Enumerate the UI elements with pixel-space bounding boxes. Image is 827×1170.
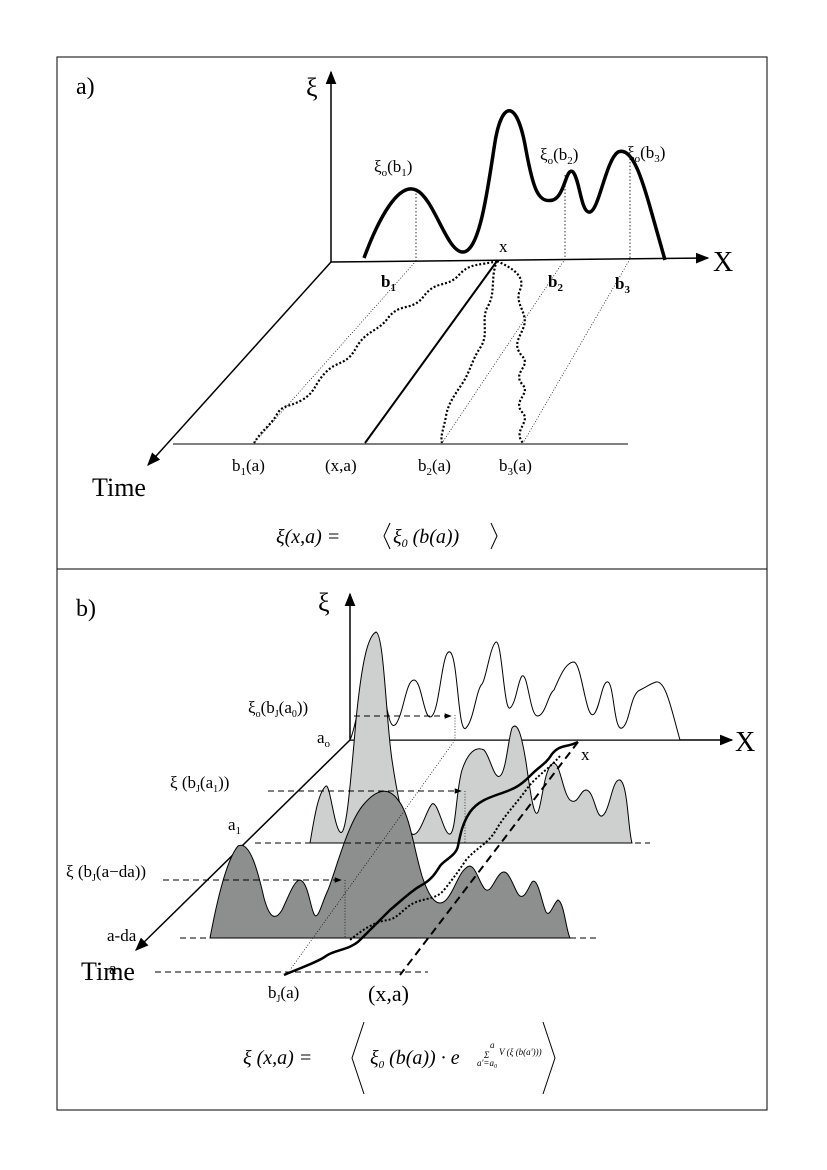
panel-b-point-x: x bbox=[581, 745, 590, 764]
panel-a-peak-label-b1: ξo(b1) bbox=[374, 157, 412, 179]
panel-b-label-xi-ada: ξ (bJ(a−da)) bbox=[66, 862, 146, 884]
panel-b-bottom-bja: bJ(a) bbox=[268, 983, 299, 1005]
panel-b-row-a1: a1 bbox=[228, 815, 241, 837]
panel-b-random-path-solid bbox=[283, 740, 579, 977]
panel-a-initial-profile bbox=[362, 109, 667, 261]
svg-text:ξ0 (b(a)): ξ0 (b(a)) bbox=[393, 526, 460, 550]
panel-a-equation: ξ(x,a) = ξ0 (b(a)) bbox=[276, 522, 498, 550]
panel-b-time-axis-label: Time bbox=[81, 957, 135, 986]
svg-text:ξ0 (b(a)) · e: ξ0 (b(a)) · e bbox=[370, 1047, 460, 1071]
panel-b-label-xi-a0: ξo(bJ(a0)) bbox=[248, 698, 308, 720]
panel-a-time-axis bbox=[147, 261, 332, 467]
panel-b-time-axis bbox=[135, 739, 351, 951]
panel-b-profile-a1 bbox=[309, 631, 633, 844]
panel-b: b) ξ X Time ξo(bJ(a0)) ξ bbox=[66, 588, 755, 1095]
panel-a-x-axis-label: X bbox=[713, 247, 733, 278]
svg-text:V (ξ (b(a'))): V (ξ (b(a'))) bbox=[499, 1047, 542, 1057]
panel-a-bottom-b3a: b3(a) bbox=[499, 456, 532, 478]
panel-a-bottom-b2a: b2(a) bbox=[418, 456, 451, 478]
panel-a-random-path-b3 bbox=[496, 260, 526, 444]
figure-frame bbox=[56, 56, 768, 1111]
panel-a-label: a) bbox=[76, 74, 95, 100]
panel-a-bottom-b1a: b1(a) bbox=[232, 456, 265, 478]
panel-a-random-path-b1 bbox=[253, 259, 498, 444]
svg-text:Σ: Σ bbox=[483, 1050, 490, 1060]
panel-a-guide-b2 bbox=[441, 258, 566, 444]
svg-text:a'=a0: a'=a0 bbox=[477, 1058, 497, 1070]
panel-b-bottom-xa: (x,a) bbox=[368, 981, 409, 1006]
panel-a-bottom-xa: (x,a) bbox=[325, 456, 357, 475]
panel-b-row-a0: ao bbox=[317, 728, 331, 750]
panel-a-axis-b1: b1 bbox=[381, 272, 396, 294]
panel-b-y-axis-label: ξ bbox=[318, 588, 330, 617]
panel-a-peak-label-b3: ξo(b3) bbox=[627, 143, 665, 165]
svg-text:a: a bbox=[490, 1040, 495, 1050]
panel-a-point-x: x bbox=[499, 237, 508, 256]
panel-a-axis-b2: b2 bbox=[548, 272, 563, 294]
panel-b-profile-ada bbox=[209, 790, 571, 939]
panel-b-label: b) bbox=[76, 596, 96, 622]
svg-text:ξ(x,a) =: ξ(x,a) = bbox=[276, 526, 340, 548]
panel-a-time-axis-label: Time bbox=[92, 473, 146, 502]
panel-b-x-axis-label: X bbox=[735, 727, 755, 758]
panel-b-guide-back bbox=[289, 739, 456, 971]
panel-a-peak-label-b2: ξo(b2) bbox=[540, 145, 578, 167]
panel-b-label-xi-a1: ξ (bJ(a1)) bbox=[170, 773, 229, 795]
panel-a: a) ξ X Time ξo(b1) ξo(b2) ξo(b3) x b1 bbox=[76, 70, 733, 550]
panel-b-row-a: a bbox=[109, 959, 117, 978]
svg-text:ξ (x,a) =: ξ (x,a) = bbox=[243, 1047, 312, 1069]
panel-b-equation: ξ (x,a) = ξ0 (b(a)) · e a Σ a'=a0 V (ξ (… bbox=[243, 1021, 556, 1095]
panel-a-axis-b3: b3 bbox=[615, 274, 630, 296]
panel-a-characteristic-line bbox=[364, 260, 498, 444]
panel-a-random-path-b2 bbox=[440, 260, 499, 444]
panel-a-guide-b3 bbox=[522, 258, 631, 444]
panel-a-y-axis-label: ξ bbox=[306, 73, 318, 102]
panel-b-random-path-dotted bbox=[349, 755, 561, 941]
panel-b-profile-a0 bbox=[349, 641, 681, 741]
panel-b-characteristic-line bbox=[399, 741, 579, 976]
panel-b-row-ada: a-da bbox=[107, 926, 137, 945]
panel-a-x-axis bbox=[330, 252, 710, 264]
